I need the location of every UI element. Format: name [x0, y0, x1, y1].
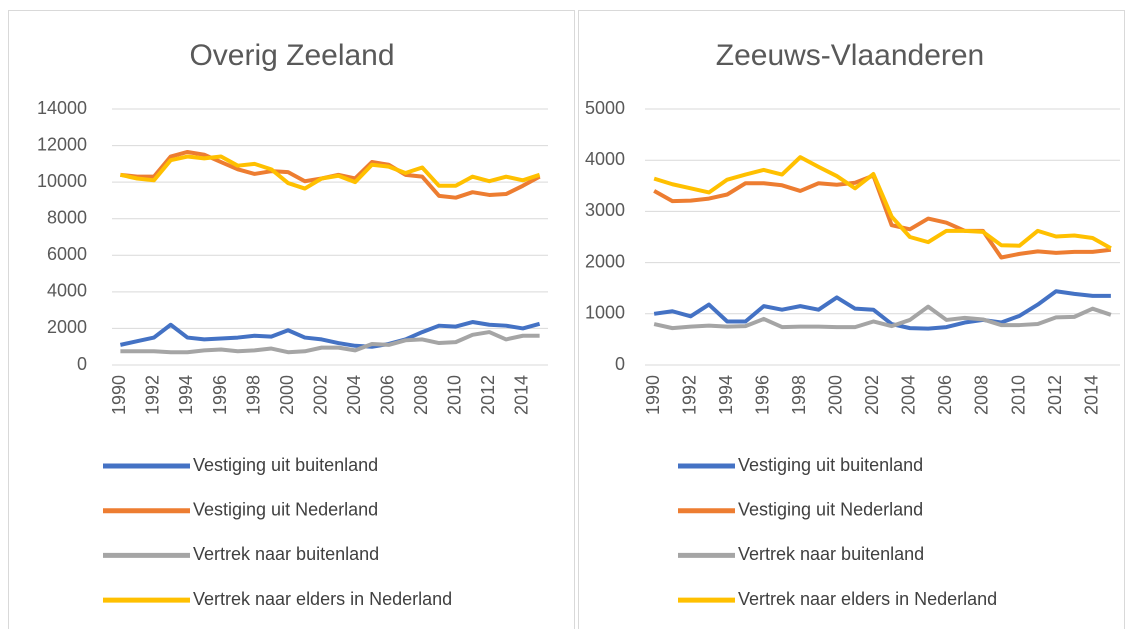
x-tick-label: 2002	[862, 375, 882, 415]
y-tick-label: 4000	[585, 149, 625, 169]
legend-label: Vestiging uit Nederland	[193, 499, 378, 519]
y-tick-label: 0	[77, 354, 87, 374]
y-tick-label: 5000	[585, 98, 625, 118]
x-tick-label: 1992	[143, 375, 163, 415]
series-line	[653, 155, 1112, 251]
x-tick-label: 2008	[411, 375, 431, 415]
series-line	[120, 330, 540, 355]
legend-label: Vestiging uit Nederland	[738, 499, 923, 519]
x-tick-label: 1998	[789, 375, 809, 415]
legend-label: Vertrek naar elders in Nederland	[738, 589, 997, 609]
x-tick-label: 2012	[478, 375, 498, 415]
legend-label: Vestiging uit buitenland	[193, 455, 378, 475]
legend-label: Vertrek naar elders in Nederland	[193, 589, 452, 609]
x-tick-label: 2000	[277, 375, 297, 415]
x-tick-label: 2014	[512, 375, 532, 415]
y-tick-label: 12000	[37, 134, 87, 154]
y-tick-label: 4000	[47, 281, 87, 301]
y-tick-label: 0	[615, 354, 625, 374]
chart-title: Overig Zeeland	[189, 39, 394, 72]
x-tick-label: 2002	[310, 375, 330, 415]
panel-border	[578, 10, 1125, 629]
x-tick-label: 1996	[210, 375, 230, 415]
x-tick-label: 2010	[445, 375, 465, 415]
series-line	[653, 173, 1112, 260]
series-line	[653, 289, 1111, 331]
y-tick-label: 14000	[37, 98, 87, 118]
y-tick-label: 1000	[585, 303, 625, 323]
y-tick-label: 6000	[47, 244, 87, 264]
y-tick-label: 3000	[585, 200, 625, 220]
x-tick-label: 1990	[109, 375, 129, 415]
x-tick-label: 1992	[679, 375, 699, 415]
x-tick-label: 2000	[826, 375, 846, 415]
x-tick-label: 2008	[972, 375, 992, 415]
x-tick-label: 2006	[935, 375, 955, 415]
x-tick-label: 1990	[643, 375, 663, 415]
x-tick-label: 2006	[377, 375, 397, 415]
x-tick-label: 1994	[176, 375, 196, 415]
x-tick-label: 1998	[243, 375, 263, 415]
x-tick-label: 2010	[1008, 375, 1028, 415]
x-tick-label: 1996	[753, 375, 773, 415]
legend-label: Vertrek naar buitenland	[193, 544, 379, 564]
series-line	[653, 304, 1112, 331]
x-tick-label: 1994	[716, 375, 736, 415]
y-tick-label: 10000	[37, 171, 87, 191]
legend-label: Vertrek naar buitenland	[738, 544, 924, 564]
x-tick-label: 2004	[899, 375, 919, 415]
y-tick-label: 2000	[47, 317, 87, 337]
series-line	[119, 320, 541, 349]
chart-title: Zeeuws-Vlaanderen	[716, 39, 985, 72]
series-line	[119, 154, 541, 191]
x-tick-label: 2012	[1045, 375, 1065, 415]
legend-label: Vestiging uit buitenland	[738, 455, 923, 475]
x-tick-label: 2014	[1081, 375, 1101, 415]
x-tick-label: 2004	[344, 375, 364, 415]
y-tick-label: 8000	[47, 207, 87, 227]
panel-border	[8, 10, 575, 629]
y-tick-label: 2000	[585, 251, 625, 271]
